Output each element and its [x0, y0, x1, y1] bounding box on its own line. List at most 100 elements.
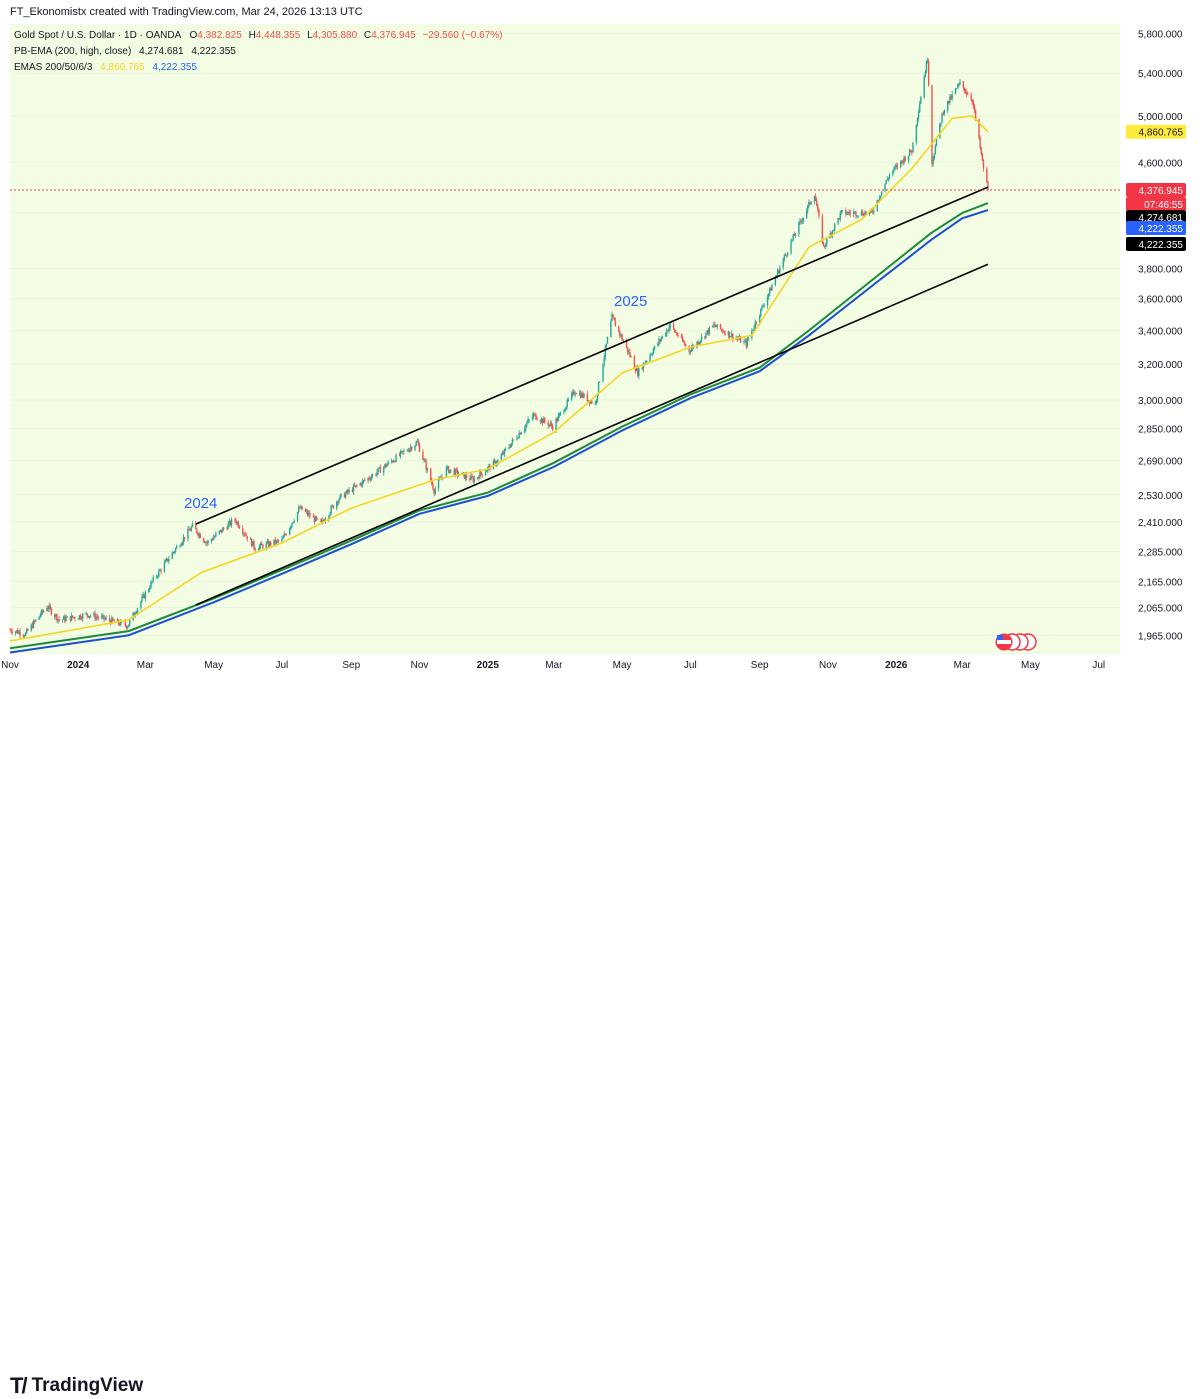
candle-body — [903, 157, 905, 163]
candle-body — [951, 94, 953, 99]
candle-body — [19, 631, 21, 636]
candle-body — [888, 174, 891, 179]
candle-body — [77, 618, 79, 620]
candle-body — [778, 270, 780, 274]
candle-body — [731, 333, 733, 337]
legend-l-label: L — [307, 30, 313, 41]
candle-body — [359, 483, 361, 486]
candle-body — [432, 484, 434, 490]
candle-body — [785, 254, 788, 256]
events-badge[interactable] — [995, 633, 1037, 651]
tradingview-logo[interactable]: T/ TradingView — [10, 1373, 143, 1399]
candle-body — [289, 527, 291, 535]
candle-body — [587, 400, 590, 402]
candle-body — [320, 518, 322, 523]
candle-body — [729, 336, 732, 338]
candle-body — [390, 460, 393, 462]
candle-body — [769, 288, 771, 294]
candle-body — [628, 351, 630, 353]
candle-body — [760, 308, 762, 317]
candle-body — [920, 97, 922, 104]
y-axis[interactable]: 1,965.000 2,065.000 2,165.000 2,285.000 2,41… — [1138, 30, 1183, 643]
candle-body — [172, 552, 175, 553]
candle-body — [667, 330, 669, 332]
candle-body — [297, 507, 300, 513]
candle-body — [283, 534, 285, 538]
candle-body — [540, 418, 543, 422]
candle-body — [728, 331, 731, 338]
candle-body — [136, 608, 139, 613]
candle-body — [642, 363, 645, 370]
candle-body — [485, 470, 488, 472]
candle-body — [86, 613, 88, 616]
candle-body — [155, 576, 158, 578]
candle-body — [786, 253, 789, 256]
candle-body — [110, 620, 112, 624]
candle-body — [445, 467, 448, 478]
candle-body — [127, 624, 130, 628]
candle-body — [857, 215, 859, 217]
candle-body — [884, 183, 886, 192]
candle-body — [727, 331, 730, 336]
legend-emas-row[interactable]: EMAS 200/50/6/3 4,860.765 4,222.355 — [14, 62, 197, 73]
candle-body — [549, 423, 552, 425]
candle-body — [116, 619, 119, 622]
candle-body — [306, 511, 309, 515]
candle-body — [226, 528, 228, 530]
candle-body — [361, 480, 364, 486]
candle-body — [653, 345, 656, 350]
candle-body — [618, 326, 620, 331]
legend-pb-ema-row[interactable]: PB-EMA (200, high, close) 4,274.681 4,22… — [14, 46, 236, 57]
candle-body — [291, 523, 293, 527]
candle-body — [377, 468, 379, 473]
candle-body — [808, 201, 810, 206]
candle-body — [163, 562, 166, 572]
candle-body — [157, 576, 159, 578]
candle-body — [462, 472, 464, 474]
candle-body — [35, 619, 37, 622]
annotation-2024[interactable]: 2024 — [184, 495, 217, 512]
candle-body — [633, 356, 636, 368]
annotation-2025[interactable]: 2025 — [614, 293, 647, 310]
candle-body — [825, 244, 827, 247]
candle-body — [337, 501, 339, 503]
candle-body — [879, 195, 882, 198]
candle-body — [415, 442, 417, 446]
candle-body — [635, 367, 638, 372]
y-tick-label: 2,530.000 — [1138, 491, 1183, 502]
candle-body — [638, 368, 640, 377]
candle-body — [672, 323, 675, 329]
candle-body — [179, 546, 181, 547]
candle-body — [723, 332, 725, 333]
candle-body — [254, 547, 256, 551]
candle-body — [791, 239, 793, 242]
candle-body — [469, 477, 471, 480]
candle-body — [455, 469, 458, 471]
candle-body — [304, 509, 307, 512]
candle-body — [604, 347, 606, 358]
candle-body — [684, 342, 686, 345]
candle-body — [972, 102, 975, 106]
candle-body — [613, 317, 615, 321]
chart-background — [10, 24, 1120, 654]
candle-body — [95, 616, 97, 619]
chart-header: FT_Ekonomistx created with TradingView.c… — [0, 0, 1200, 24]
price-tag-bg — [1126, 197, 1186, 212]
price-chart[interactable]: 2024 2025 Gold Spot / U.S. Dollar · 1D ·… — [0, 0, 1200, 680]
candle-body — [743, 341, 745, 343]
legend-low: 4,305.880 — [313, 30, 358, 41]
legend-symbol-row[interactable]: Gold Spot / U.S. Dollar · 1D · OANDA O4,… — [14, 30, 503, 41]
candle-body — [823, 245, 826, 247]
candle-body — [292, 522, 294, 524]
channel-lines[interactable] — [195, 186, 989, 606]
candle-body — [724, 332, 726, 336]
x-axis[interactable]: Nov 2024 Mar May Jul Sep Nov 2025 Mar May Jul Sep No… — [1, 660, 1105, 671]
candle-body — [446, 466, 449, 468]
candle-body — [744, 340, 746, 342]
candle-body — [790, 241, 792, 254]
candle-body — [65, 617, 67, 622]
candle-body — [144, 592, 147, 599]
candle-body — [423, 459, 425, 461]
candle-body — [779, 267, 781, 274]
candle-body — [776, 270, 779, 276]
